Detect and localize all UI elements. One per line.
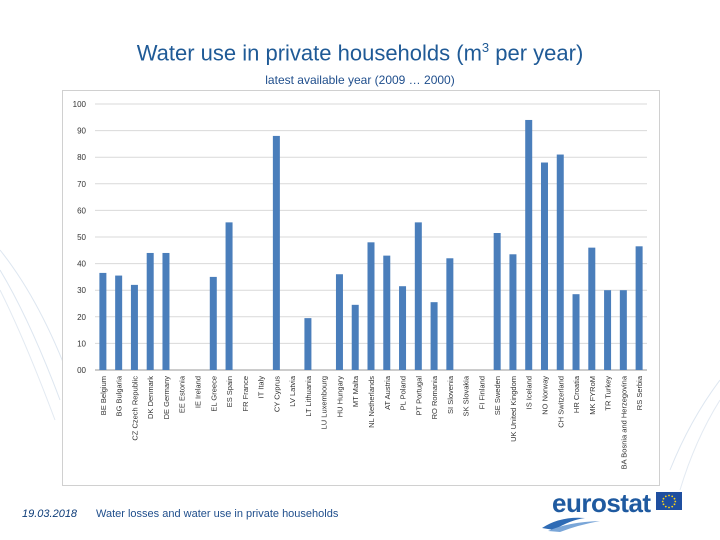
bar bbox=[209, 276, 217, 370]
bar bbox=[414, 222, 422, 370]
x-tick-label: FI Finland bbox=[477, 376, 486, 409]
x-tick-label: DK Denmark bbox=[146, 376, 155, 419]
bar bbox=[99, 272, 107, 370]
x-tick-label: PT Portugal bbox=[414, 376, 423, 416]
x-tick-label: BG Bulgaria bbox=[115, 375, 124, 416]
bar bbox=[556, 154, 564, 370]
y-tick-label: 100 bbox=[73, 100, 87, 109]
y-tick-label: 50 bbox=[77, 233, 86, 242]
bar bbox=[335, 274, 343, 370]
bar bbox=[367, 242, 375, 370]
x-tick-label: IS Iceland bbox=[525, 376, 534, 409]
y-tick-label: 40 bbox=[77, 260, 86, 269]
bar bbox=[146, 252, 154, 370]
x-tick-label: CY Cyprus bbox=[272, 376, 281, 412]
x-tick-label: RO Romania bbox=[430, 375, 439, 419]
bar bbox=[525, 119, 533, 371]
y-tick-label: 90 bbox=[77, 127, 86, 136]
bar bbox=[351, 304, 359, 370]
x-tick-label: DE Germany bbox=[162, 376, 171, 420]
x-tick-label: EL Greece bbox=[209, 376, 218, 412]
bar bbox=[493, 233, 501, 370]
eu-flag-icon bbox=[656, 492, 682, 510]
x-tick-label: LV Latvia bbox=[288, 375, 297, 407]
x-tick-label: MT Malta bbox=[351, 375, 360, 407]
bar bbox=[619, 290, 627, 370]
bar bbox=[399, 286, 407, 370]
x-tick-label: SK Slovakia bbox=[462, 375, 471, 416]
x-tick-label: SE Sweden bbox=[493, 376, 502, 415]
x-tick-label: SI Slovenia bbox=[446, 375, 455, 414]
x-tick-label: FR France bbox=[241, 376, 250, 411]
x-tick-label: UK United Kingdom bbox=[509, 376, 518, 442]
chart-container: 00 10 20 30 40 50 60 70 80 90 100 BE Belgium BG Bul… bbox=[62, 90, 660, 486]
x-tick-label: CZ Czech Republic bbox=[130, 376, 139, 441]
x-tick-label: NL Netherlands bbox=[367, 376, 376, 428]
bar bbox=[572, 294, 580, 370]
x-tick-label: IE Ireland bbox=[194, 376, 203, 408]
slide-subtitle: latest available year (2009 … 2000) bbox=[265, 73, 455, 87]
x-tick-label: EE Estonia bbox=[178, 375, 187, 413]
y-tick-label: 60 bbox=[77, 206, 86, 215]
bar-chart: 00 10 20 30 40 50 60 70 80 90 100 BE Belgium BG Bul… bbox=[73, 100, 647, 469]
x-axis-labels: BE Belgium BG Bulgaria CZ Czech Republic DK… bbox=[99, 375, 644, 469]
bar bbox=[509, 254, 517, 370]
x-tick-label: CH Switzerland bbox=[556, 376, 565, 428]
bar bbox=[635, 246, 643, 370]
eurostat-logo: eurostat bbox=[540, 484, 690, 532]
swoosh-icon bbox=[542, 517, 600, 532]
bar bbox=[540, 162, 548, 370]
bar bbox=[130, 284, 138, 370]
x-tick-label: MK FYRoM bbox=[588, 376, 597, 415]
bar bbox=[604, 290, 612, 370]
x-tick-label: ES Spain bbox=[225, 376, 234, 407]
x-tick-label: HU Hungary bbox=[335, 376, 344, 418]
bars bbox=[99, 119, 643, 371]
x-tick-label: TR Turkey bbox=[604, 376, 613, 411]
bar bbox=[383, 255, 391, 370]
y-tick-label: 20 bbox=[77, 313, 86, 322]
x-tick-label: LU Luxembourg bbox=[320, 376, 329, 429]
x-tick-label: HR Croatia bbox=[572, 375, 581, 413]
x-tick-label: NO Norway bbox=[540, 376, 549, 415]
footer-text: Water losses and water use in private ho… bbox=[96, 508, 339, 520]
x-tick-label: BE Belgium bbox=[99, 376, 108, 415]
y-tick-label: 10 bbox=[77, 339, 86, 348]
x-tick-label: PL Poland bbox=[399, 376, 408, 410]
logo-text: eurostat bbox=[552, 488, 651, 518]
x-tick-label: LT Lithuania bbox=[304, 375, 313, 416]
x-tick-label: IT Italy bbox=[257, 376, 266, 399]
x-tick-label: BA Bosnia and Herzegovina bbox=[619, 375, 628, 469]
x-tick-label: AT Austria bbox=[383, 375, 392, 410]
footer-date: 19.03.2018 bbox=[22, 508, 78, 520]
bar bbox=[588, 247, 596, 370]
y-tick-label: 00 bbox=[77, 366, 86, 375]
y-tick-label: 70 bbox=[77, 180, 86, 189]
y-axis-ticks: 00 10 20 30 40 50 60 70 80 90 100 bbox=[73, 100, 87, 375]
bar bbox=[430, 302, 438, 370]
y-tick-label: 80 bbox=[77, 153, 86, 162]
bar bbox=[446, 258, 454, 370]
y-tick-label: 30 bbox=[77, 286, 86, 295]
bar bbox=[115, 275, 123, 370]
slide-title: Water use in private households (m3 per … bbox=[136, 40, 584, 66]
bar bbox=[272, 135, 280, 370]
x-tick-label: RS Serbia bbox=[635, 375, 644, 410]
bar bbox=[162, 252, 170, 370]
bar bbox=[304, 318, 312, 370]
bar bbox=[225, 222, 233, 370]
